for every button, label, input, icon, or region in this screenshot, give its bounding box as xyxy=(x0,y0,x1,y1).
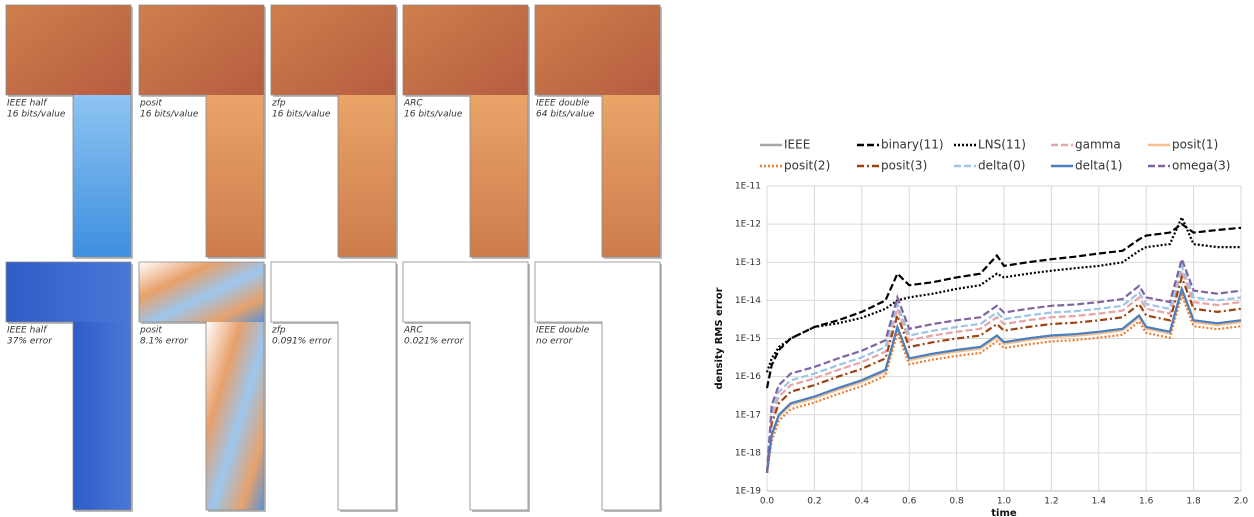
y-tick-label: 1E-19 xyxy=(735,487,761,497)
x-tick-label: 2.0 xyxy=(1234,497,1249,507)
legend-label: gamma xyxy=(1075,138,1121,152)
panel-detail: 8.1% error xyxy=(140,337,189,347)
panel-detail: 16 bits/value xyxy=(272,110,331,120)
panel-outline xyxy=(5,4,132,258)
panel-name: ARC xyxy=(403,326,423,336)
y-axis-label: density RMS error xyxy=(714,287,725,389)
x-tick-label: 0.0 xyxy=(760,497,775,507)
panel-column xyxy=(73,322,131,510)
x-tick-label: 1.6 xyxy=(1139,497,1154,507)
legend-label: binary(11) xyxy=(881,138,944,152)
panel-detail: 16 bits/value xyxy=(7,110,66,120)
series-line xyxy=(765,255,1242,473)
series-line xyxy=(765,214,1241,373)
series-line xyxy=(765,285,1242,473)
panel-outline xyxy=(534,4,661,258)
panel-name: zfp xyxy=(271,99,286,109)
panel-bar xyxy=(6,262,131,322)
panel-outline xyxy=(5,261,132,511)
panel-detail: 37% error xyxy=(7,337,53,347)
legend-label: IEEE xyxy=(784,138,810,152)
panel-bar xyxy=(535,262,660,322)
panel-name: ARC xyxy=(403,99,423,109)
panel-bar xyxy=(535,5,660,95)
series-line xyxy=(765,291,1242,473)
legend-label: omega(3) xyxy=(1172,159,1230,173)
panel-name: IEEE half xyxy=(7,99,48,109)
panel-bar xyxy=(403,5,528,95)
panel-bar xyxy=(271,262,396,322)
x-tick-label: 1.2 xyxy=(1044,497,1058,507)
series-line xyxy=(765,267,1242,473)
panel-column xyxy=(206,322,264,510)
y-tick-label: 1E-18 xyxy=(735,448,761,458)
panel-column xyxy=(206,95,264,257)
panel-bar xyxy=(139,5,264,95)
legend-label: posit(2) xyxy=(784,159,830,173)
panel-name: IEEE half xyxy=(7,326,48,336)
y-tick-label: 1E-14 xyxy=(735,296,761,306)
panel-bar xyxy=(139,262,264,322)
panel-outline xyxy=(402,4,529,258)
y-tick-label: 1E-11 xyxy=(735,182,761,192)
x-tick-label: 1.8 xyxy=(1186,497,1201,507)
panel-bar xyxy=(6,5,131,95)
panel-outline xyxy=(138,261,265,511)
x-tick-label: 0.2 xyxy=(807,497,821,507)
panel-detail: no error xyxy=(536,337,574,347)
panel-detail: 16 bits/value xyxy=(140,110,199,120)
panel-column xyxy=(602,95,660,257)
series-line xyxy=(765,262,1242,473)
x-tick-label: 0.6 xyxy=(902,497,917,507)
y-tick-label: 1E-13 xyxy=(735,258,761,268)
legend-label: LNS(11) xyxy=(978,138,1026,152)
panel-outline xyxy=(270,261,397,511)
panel-name: zfp xyxy=(271,326,286,336)
panel-bar xyxy=(271,5,396,95)
x-axis-label: time xyxy=(991,508,1017,517)
panel-column xyxy=(338,322,396,510)
legend-label: posit(3) xyxy=(881,159,927,173)
legend-label: delta(0) xyxy=(978,159,1025,173)
panel-column xyxy=(470,95,528,257)
legend-label: delta(1) xyxy=(1075,159,1122,173)
panel-detail: 0.021% error xyxy=(404,337,465,347)
panel-name: posit xyxy=(139,99,162,109)
panel-name: IEEE double xyxy=(536,99,590,109)
panel-column xyxy=(470,322,528,510)
panel-column xyxy=(338,95,396,257)
legend-label: posit(1) xyxy=(1172,138,1218,152)
chart: 1E-19 1E-18 1E-17 1E-16 1E-15 1E-14 1E-13 1E-12… xyxy=(714,138,1248,517)
panel-column xyxy=(602,322,660,510)
panel-outline xyxy=(138,4,265,258)
x-tick-label: 1.4 xyxy=(1092,497,1107,507)
panel-detail: 64 bits/value xyxy=(536,110,595,120)
panel-detail: 16 bits/value xyxy=(404,110,463,120)
panel-name: IEEE double xyxy=(536,326,590,336)
panel-column xyxy=(73,95,131,257)
y-tick-label: 1E-12 xyxy=(735,220,761,230)
panel-outline xyxy=(270,4,397,258)
panel-outline xyxy=(534,261,661,511)
y-tick-label: 1E-15 xyxy=(735,334,761,344)
series-line xyxy=(765,273,1242,473)
x-tick-label: 1.0 xyxy=(997,497,1012,507)
y-tick-label: 1E-17 xyxy=(735,410,761,420)
y-tick-label: 1E-16 xyxy=(735,372,761,382)
panel-bar xyxy=(403,262,528,322)
x-tick-label: 0.8 xyxy=(949,497,964,507)
series-line xyxy=(765,287,1242,473)
panel-outline xyxy=(402,261,529,511)
x-tick-label: 0.4 xyxy=(855,497,870,507)
panel-detail: 0.091% error xyxy=(272,337,333,347)
panel-name: posit xyxy=(139,326,162,336)
